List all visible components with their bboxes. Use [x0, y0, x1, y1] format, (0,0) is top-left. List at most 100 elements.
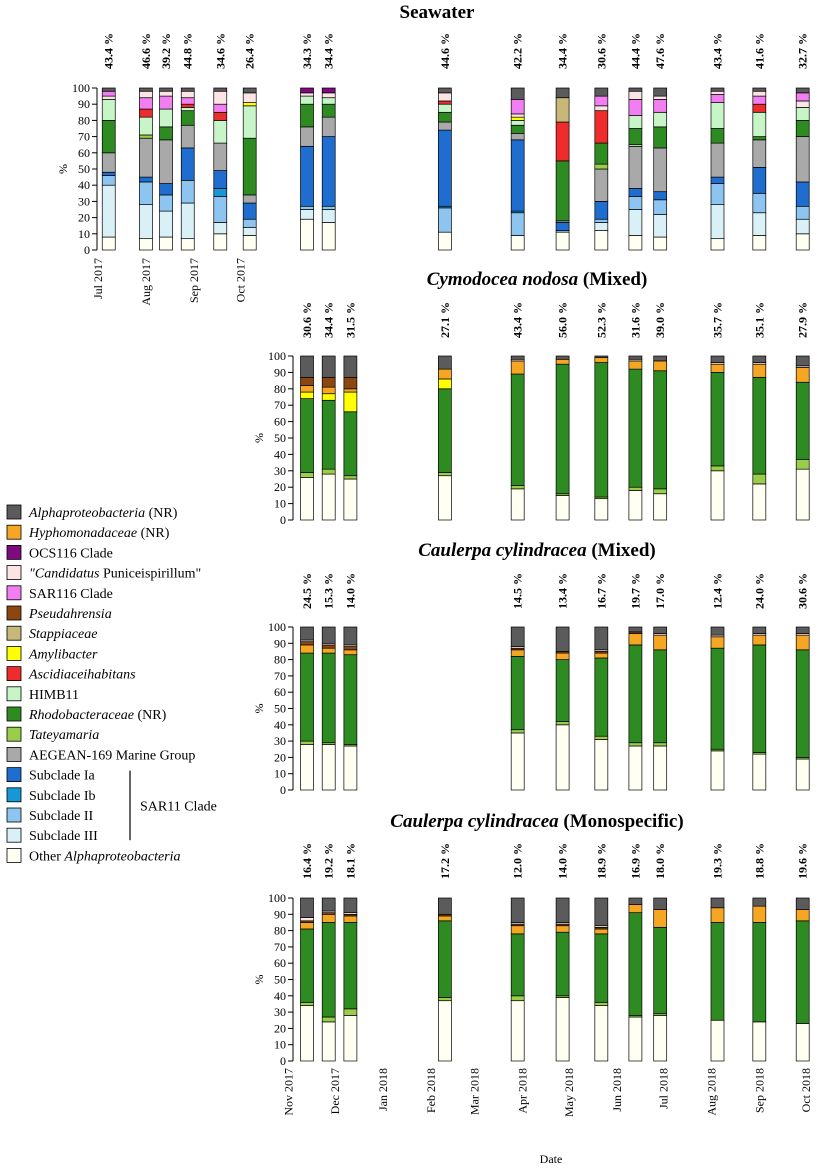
bar: 19.2 %	[321, 843, 336, 1062]
bar-segment-aegean	[180, 124, 195, 149]
bar-segment-other	[752, 753, 767, 791]
bar-segment-rhodo_nr	[438, 388, 452, 473]
bar-percent-label: 19.2 %	[322, 843, 336, 879]
bar-percent-label: 27.9 %	[796, 302, 810, 338]
x-tick-label-seawater: Oct 2017	[233, 258, 247, 302]
bar-segment-rhodo_nr	[653, 370, 668, 490]
bar-segment-alpha_nr	[653, 897, 668, 910]
bar-segment-tatey	[594, 163, 609, 170]
bar: 32.7 %	[795, 33, 810, 251]
bar-segment-ocs116	[321, 87, 336, 94]
bar-percent-label: 35.7 %	[711, 302, 725, 338]
bar-segment-rhodo_nr	[300, 103, 314, 128]
bar-segment-hypho_nr	[795, 909, 810, 922]
y-axis-label: %	[252, 433, 266, 443]
bar: 24.5 %	[300, 573, 314, 791]
bar-segment-pseud	[321, 644, 336, 649]
bar-percent-label: 24.0 %	[752, 573, 766, 609]
bar-segment-punice	[628, 90, 643, 100]
bar: 34.4 %	[555, 33, 570, 251]
bar-segment-hypho_nr	[555, 925, 570, 933]
bar-segment-himb	[159, 108, 173, 128]
y-tick-label: 80	[274, 653, 286, 667]
bar-segment-himb	[101, 98, 116, 121]
bar-segment-s_iii	[752, 212, 767, 236]
bar: 17.0 %	[653, 573, 668, 791]
y-tick-label: 60	[274, 685, 286, 699]
legend-label: AEGEAN-169 Marine Group	[29, 748, 195, 763]
bar-segment-himb	[710, 102, 725, 129]
bar-segment-alpha_nr	[180, 87, 195, 92]
bar-segment-aegean	[300, 126, 314, 147]
bar-segment-alpha_nr	[242, 87, 257, 94]
legend-swatch-s_ib	[6, 787, 22, 803]
bar-segment-alpha_nr	[343, 626, 358, 646]
legend-label: Subclade Ia	[29, 769, 95, 784]
bar-percent-label: 30.6 %	[796, 573, 810, 609]
bar-segment-hypho_nr	[710, 363, 725, 373]
bar-segment-rhodo_nr	[242, 137, 257, 196]
legend-label: OCS116 Clade	[29, 546, 113, 561]
bar-segment-s_ia	[510, 139, 525, 212]
bar-segment-other	[343, 1015, 358, 1062]
bar-percent-label: 13.4 %	[556, 573, 570, 609]
bar-segment-alpha_nr	[710, 626, 725, 636]
bar-segment-himb	[510, 120, 525, 126]
legend-label: Pseudahrensia	[28, 607, 112, 622]
bar-segment-pseud	[300, 376, 314, 386]
legend-label: Amylibacter	[28, 647, 98, 662]
bar-segment-alpha_nr	[438, 897, 452, 915]
y-axis-label: %	[252, 704, 266, 714]
panel-title: Caulerpa cylindracea (Mixed)	[418, 540, 655, 561]
bar-segment-hypho_nr	[343, 388, 358, 393]
y-tick-label: 10	[78, 227, 90, 241]
bar-percent-label: 14.5 %	[511, 573, 525, 609]
bar-segment-rhodo_nr	[795, 649, 810, 758]
y-tick-label: 30	[274, 1005, 286, 1019]
bar-percent-label: 31.6 %	[628, 302, 642, 338]
bar-segment-s_ia	[653, 191, 668, 201]
bar-segment-alpha_nr	[628, 626, 643, 633]
bar-segment-other	[795, 758, 810, 791]
bar-segment-rhodo_nr	[343, 411, 358, 477]
bar-segment-tatey	[343, 1008, 358, 1016]
bar-segment-other	[628, 235, 643, 251]
bar-segment-rhodo_nr	[438, 920, 452, 998]
bar-segment-rhodo_nr	[752, 644, 767, 753]
bar-percent-label: 46.6 %	[139, 33, 153, 69]
bar-segment-rhodo_nr	[752, 922, 767, 1023]
bar-segment-s_iii	[628, 209, 643, 236]
x-tick-label: Oct 2018	[799, 1068, 813, 1112]
x-tick-label: Aug 2018	[704, 1068, 718, 1116]
bar-percent-label: 16.7 %	[594, 573, 608, 609]
bar-percent-label: 18.8 %	[752, 843, 766, 879]
bar-segment-alpha_nr	[555, 87, 570, 99]
bar-percent-label: 27.1 %	[438, 302, 452, 338]
bar-segment-himb	[242, 105, 257, 139]
bar-segment-s_iii	[321, 209, 336, 223]
legend-item: Subclade Ib	[6, 787, 95, 804]
bar-segment-hypho_nr	[628, 360, 643, 370]
bar: 26.4 %	[242, 33, 257, 251]
bar-segment-sar116	[752, 95, 767, 105]
bar: 34.3 %	[300, 33, 314, 251]
bar-segment-s_ii	[139, 181, 153, 205]
bar: 15.3 %	[321, 573, 336, 791]
bar-segment-hypho_nr	[752, 363, 767, 378]
bar-segment-rhodo_nr	[795, 120, 810, 137]
bar-segment-hypho_nr	[653, 634, 668, 651]
y-tick-label: 60	[78, 146, 90, 160]
bar-percent-label: 12.0 %	[511, 843, 525, 879]
bar-segment-sar116	[213, 103, 228, 113]
bar-segment-rhodo_nr	[710, 128, 725, 144]
bar-segment-punice	[653, 95, 668, 100]
bar-segment-rhodo_nr	[321, 103, 336, 118]
bar-percent-label: 56.0 %	[556, 302, 570, 338]
y-tick-label: 30	[274, 734, 286, 748]
bar-segment-rhodo_nr	[653, 126, 668, 149]
bar-segment-himb	[795, 107, 810, 121]
legend-label: Subclade Ib	[29, 789, 95, 804]
bar-segment-alpha_nr	[321, 897, 336, 912]
bar: 35.1 %	[752, 302, 767, 521]
bar-segment-alpha_nr	[321, 626, 336, 644]
